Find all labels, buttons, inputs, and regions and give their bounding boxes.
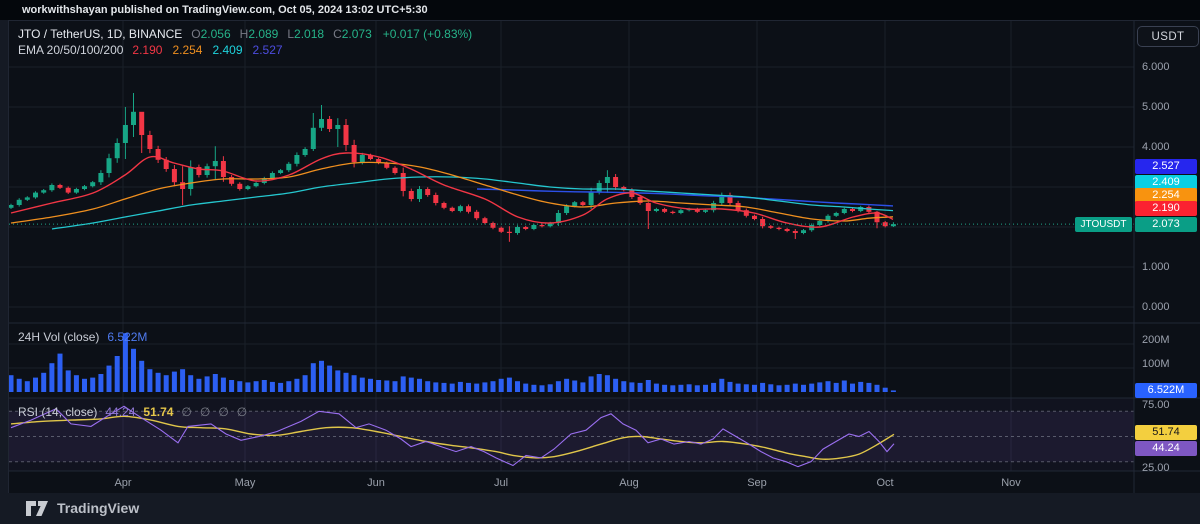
symbol-tag: JTOUSDT <box>1075 217 1132 232</box>
ema-legend-value-3: 2.527 <box>252 43 283 57</box>
chart-widget: JTO / TetherUS, 1D, BINANCE O2.056 H2.089… <box>8 20 1200 493</box>
price-axis-label-1.000: 1.000 <box>1142 261 1170 273</box>
ema-values: 2.190 2.254 2.409 2.527 <box>132 43 282 57</box>
price-tag-last: 2.073 <box>1135 217 1197 232</box>
rsi-legend-value-0: 44.24 <box>105 405 136 419</box>
ema-20-line <box>10 152 894 228</box>
rsi-axis-label-75.00: 75.00 <box>1142 399 1170 411</box>
price-axis-label-6.000: 6.000 <box>1142 61 1170 73</box>
time-axis-label-nov: Nov <box>1001 477 1021 489</box>
tradingview-brand-link[interactable]: TradingView <box>57 500 140 516</box>
volume-axis-label-100M: 100M <box>1142 358 1170 370</box>
rsi-tag-ma: 51.74 <box>1135 425 1197 440</box>
currency-button[interactable]: USDT <box>1137 26 1199 47</box>
legend: JTO / TetherUS, 1D, BINANCE O2.056 H2.089… <box>18 26 472 58</box>
ohlc-values: O2.056 H2.089 L2.018 C2.073 <box>191 27 372 41</box>
ema-50-line <box>10 161 894 224</box>
time-axis-label-oct: Oct <box>876 477 894 489</box>
symbol-title: JTO / TetherUS, 1D, BINANCE <box>18 27 183 41</box>
price-axis-label-4.000: 4.000 <box>1142 141 1170 153</box>
price-axis-label-0.000: 0.000 <box>1142 301 1170 313</box>
ema-200-line <box>476 188 894 207</box>
rsi-axis-label-25.00: 25.00 <box>1142 462 1170 474</box>
publish-banner: workwithshayan published on TradingView.… <box>0 0 1200 20</box>
time-axis-label-jun: Jun <box>367 477 385 489</box>
ema-legend-label: EMA 20/50/100/200 <box>18 43 124 57</box>
legend-row-ema: EMA 20/50/100/200 2.190 2.254 2.409 2.527 <box>18 42 472 58</box>
price-change: +0.017 (+0.83%) <box>382 27 473 41</box>
ema-100-line <box>51 176 894 230</box>
rsi-legend-value-3: ∅ <box>199 405 211 419</box>
rsi-legend-value-2: ∅ <box>181 405 192 419</box>
time-axis-label-sep: Sep <box>747 477 767 489</box>
rsi-legend-value-4: ∅ <box>218 405 229 419</box>
grid-layer <box>9 21 1134 471</box>
rsi-legend-value-5: ∅ <box>236 405 248 419</box>
price-tag-ema200: 2.527 <box>1135 159 1197 174</box>
price-tag-ema50: 2.254 <box>1135 188 1197 203</box>
ema-legend-value-0: 2.190 <box>132 43 163 57</box>
time-axis-label-aug: Aug <box>619 477 639 489</box>
candles-layer <box>9 93 896 242</box>
volume-axis-label-200M: 200M <box>1142 334 1170 346</box>
volume-indicator-label: 24H Vol (close) <box>18 330 100 344</box>
volume-tag-last: 6.522M <box>1135 383 1197 398</box>
footer: TradingView <box>0 492 1200 524</box>
rsi-pane-legend: RSI (14, close) 44.24 51.74 ∅ ∅ ∅ ∅ <box>18 405 247 419</box>
rsi-ma-line <box>10 415 895 460</box>
tradingview-logo-icon[interactable] <box>26 500 49 517</box>
ohlc-item-l: L2.018 <box>287 27 325 41</box>
volume-pane-legend: 24H Vol (close) 6.522M <box>18 330 147 344</box>
chart-canvas[interactable] <box>9 21 1200 493</box>
rsi-values: 44.24 51.74 ∅ ∅ ∅ ∅ <box>105 405 247 419</box>
ema-legend-value-1: 2.254 <box>172 43 203 57</box>
ohlc-item-o: O2.056 <box>191 27 231 41</box>
time-axis-label-jul: Jul <box>493 477 509 489</box>
volume-value: 6.522M <box>107 330 148 344</box>
ema-legend-value-2: 2.409 <box>212 43 243 57</box>
rsi-indicator-label: RSI (14, close) <box>18 405 98 419</box>
ohlc-item-h: H2.089 <box>239 27 279 41</box>
time-axis-label-apr: Apr <box>114 477 132 489</box>
pane-separators <box>9 21 1200 493</box>
volume-bars <box>9 333 896 392</box>
price-axis-label-5.000: 5.000 <box>1142 101 1170 113</box>
ohlc-item-c: C2.073 <box>333 27 372 41</box>
rsi-legend-value-1: 51.74 <box>143 405 174 419</box>
time-axis-label-may: May <box>234 477 256 489</box>
rsi-line <box>10 405 895 468</box>
legend-row-symbol: JTO / TetherUS, 1D, BINANCE O2.056 H2.089… <box>18 26 472 42</box>
price-tag-ema20: 2.190 <box>1135 201 1197 216</box>
rsi-tag-rsi: 44.24 <box>1135 441 1197 456</box>
price-tag-ema100: 2.409 <box>1135 175 1197 190</box>
